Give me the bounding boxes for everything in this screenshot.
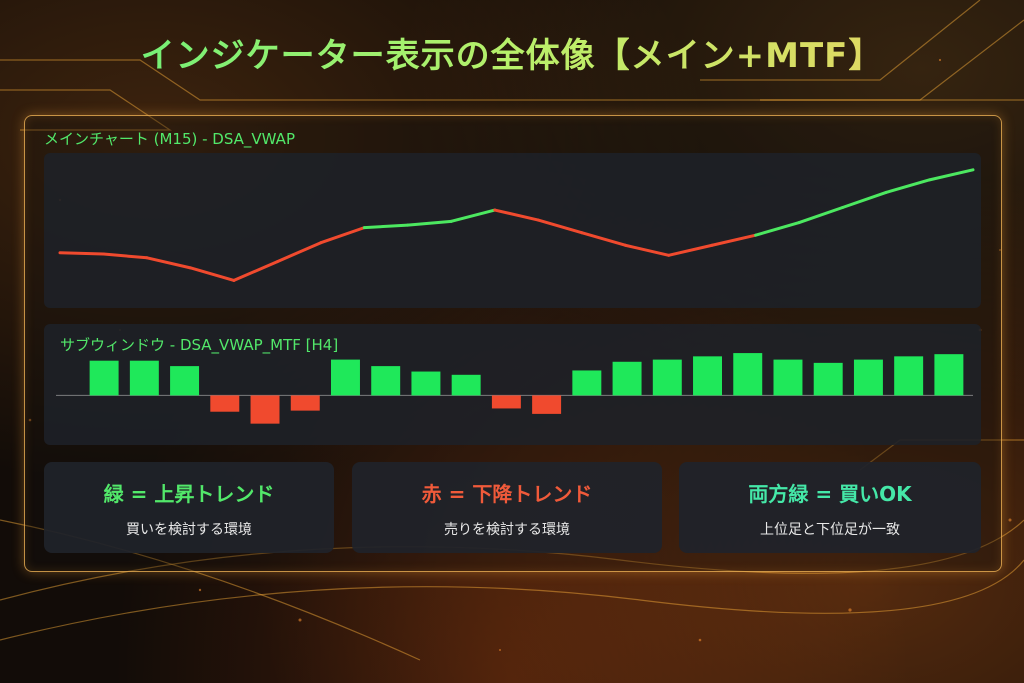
card-title: 緑 = 上昇トレンド (103, 482, 275, 506)
main-chart-panel (44, 153, 981, 308)
line-segment-down (667, 243, 714, 257)
histogram-bar (894, 356, 924, 396)
histogram-bar (210, 395, 240, 412)
sub-window-panel: サブウィンドウ - DSA_VWAP_MTF [H4] (44, 324, 981, 445)
line-segment-up (754, 221, 801, 237)
histogram-bar (652, 359, 682, 396)
histogram-bar (451, 374, 481, 396)
page-title: インジケーター表示の全体像【メイン+MTF】 (0, 28, 1024, 77)
histogram-bar (89, 360, 119, 396)
line-segment-up (362, 223, 410, 230)
histogram-bar (170, 366, 200, 396)
card-subtitle: 買いを検討する環境 (126, 522, 252, 538)
line-segment-down (536, 218, 584, 235)
line-segment-down (101, 252, 149, 260)
histogram-bar (491, 395, 521, 409)
line-segment-down (275, 241, 323, 264)
sub-window-chart (56, 353, 973, 424)
legend-card-red: 赤 = 下降トレンド 売りを検討する環境 (352, 462, 662, 553)
histogram-bar (612, 361, 642, 396)
histogram-bar (733, 353, 763, 396)
line-segment-down (319, 226, 366, 245)
card-title: 両方緑 = 買いOK (748, 482, 912, 506)
histogram-bar (934, 354, 964, 396)
line-segment-down (58, 251, 105, 256)
line-segment-up (406, 219, 453, 227)
histogram-bar (773, 359, 803, 396)
legend-card-green: 緑 = 上昇トレンド 買いを検討する環境 (44, 462, 334, 553)
line-segment-down (188, 266, 236, 282)
histogram-bar (371, 366, 401, 396)
line-segment-up (449, 208, 497, 223)
line-segment-down (580, 231, 627, 247)
main-chart (58, 168, 975, 282)
line-segment-up (841, 190, 888, 210)
histogram-bar (411, 371, 441, 396)
histogram-bar (330, 359, 360, 396)
line-segment-up (797, 206, 845, 225)
histogram-bar (813, 362, 843, 396)
line-segment-down (710, 233, 758, 247)
line-segment-down (623, 243, 671, 257)
line-segment-down (232, 260, 279, 282)
line-segment-down (493, 208, 540, 222)
histogram-bar (290, 395, 320, 411)
line-segment-down (145, 256, 192, 270)
main-chart-label: メインチャート (M15) - DSA_VWAP (44, 130, 295, 148)
card-subtitle: 上位足と下位足が一致 (760, 522, 900, 538)
card-subtitle: 売りを検討する環境 (444, 522, 570, 538)
histogram-bar (693, 356, 723, 396)
histogram-bar (250, 395, 280, 424)
histogram-bar (532, 395, 562, 414)
card-title: 赤 = 下降トレンド (421, 482, 593, 506)
line-segment-up (928, 168, 975, 182)
histogram-bar (572, 370, 602, 396)
histogram-bar (853, 359, 883, 396)
sub-window-label: サブウィンドウ - DSA_VWAP_MTF [H4] (60, 336, 339, 354)
legend-card-both: 両方緑 = 買いOK 上位足と下位足が一致 (679, 462, 981, 553)
histogram-bar (129, 360, 159, 396)
line-segment-up (884, 178, 932, 194)
